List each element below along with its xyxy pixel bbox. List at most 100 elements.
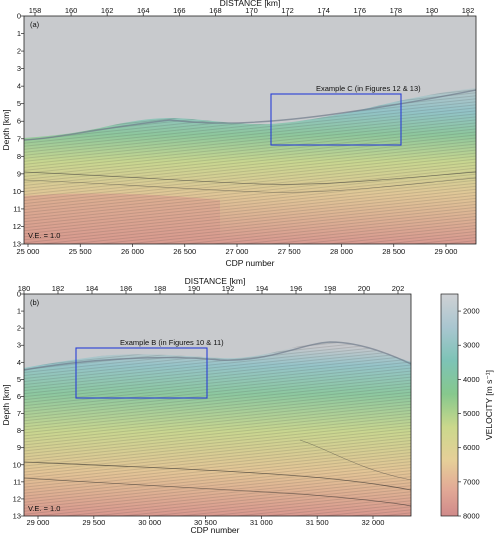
- panel-a-distance-tick-label: 166: [173, 6, 186, 15]
- example-b-box: [75, 347, 208, 399]
- colorbar-title: VELOCITY [m s⁻¹]: [484, 370, 494, 440]
- panel-b-depth-tick-label: 4: [17, 358, 21, 367]
- panel-b-cdp-ticks: 29 000 29 500 30 000 30 500 31 000 31 500 32 0…: [27, 516, 385, 527]
- panel-a-top-ticks: 158 160 162 164 166 168 170 172 174 176 178 180 182: [29, 6, 475, 16]
- panel-a-depth-tick-label: 2: [17, 47, 21, 56]
- panel-a-label: (a): [30, 20, 40, 29]
- panel-a-depth-tick-label: 11: [13, 204, 21, 213]
- panel-a-depth-tick-label: 12: [13, 222, 21, 231]
- panel-a-distance-tick-label: 180: [426, 6, 439, 15]
- panel-a-cdp-tick-label: 27 500: [278, 247, 301, 256]
- panel-a-distance-tick-label: 164: [137, 6, 150, 15]
- panel-a-depth-tick-label: 8: [17, 152, 21, 161]
- panel-b-distance-tick-label: 192: [222, 284, 235, 293]
- panel-a-depth-tick-label: 4: [17, 82, 21, 91]
- panel-a-distance-tick-label: 178: [390, 6, 403, 15]
- panel-b-cdp-tick-label: 29 000: [27, 518, 50, 527]
- panel-a-cdp-tick-label: 26 500: [173, 247, 196, 256]
- colorbar-tick-label: 3000: [463, 341, 480, 350]
- panel-a-cdp-tick-label: 25 500: [69, 247, 92, 256]
- panel-b-distance-tick-label: 186: [120, 284, 133, 293]
- panel-a-depth-tick-label: 3: [17, 64, 21, 73]
- panel-b-depth-tick-label: 1: [17, 307, 21, 316]
- panel-a-distance-title: DISTANCE [km]: [220, 0, 281, 8]
- panel-b-depth-tick-label: 8: [17, 426, 21, 435]
- panel-b-depth-label: Depth [km]: [1, 384, 11, 425]
- panel-b-depth-tick-label: 2: [17, 324, 21, 333]
- panel-b-cdp-tick-label: 29 500: [82, 518, 105, 527]
- colorbar-tick-label: 4000: [463, 375, 480, 384]
- panel-b-depth-tick-label: 10: [13, 460, 21, 469]
- panel-a-depth-tick-label: 10: [13, 187, 21, 196]
- panel-b-depth-tick-label: 0: [17, 290, 21, 299]
- colorbar-ticks: 2000 3000 4000 5000 6000 7000 8000: [458, 307, 480, 521]
- panel-b-ve: V.E. = 1.0: [28, 504, 60, 513]
- panel-b-cdp-label: CDP number: [191, 525, 240, 535]
- panel-b-distance-tick-label: 188: [154, 284, 167, 293]
- panel-b-distance-tick-label: 180: [18, 284, 31, 293]
- panel-b-distance-tick-label: 184: [86, 284, 99, 293]
- colorbar-tick-label: 7000: [463, 477, 480, 486]
- panel-b-distance-tick-label: 190: [188, 284, 201, 293]
- panel-a-depth-tick-label: 0: [17, 12, 21, 21]
- panel-a-cdp-tick-label: 26 000: [121, 247, 144, 256]
- panel-a-depth-tick-label: 5: [17, 99, 21, 108]
- panel-a-ve: V.E. = 1.0: [28, 231, 60, 240]
- panel-a-depth-tick-label: 1: [17, 29, 21, 38]
- panel-b-label: (b): [30, 298, 40, 307]
- panel-a-depth-label: Depth [km]: [1, 109, 11, 150]
- panel-a-cdp-label: CDP number: [226, 258, 275, 268]
- colorbar-tick-label: 6000: [463, 443, 480, 452]
- panel-b-cdp-tick-label: 31 000: [250, 518, 273, 527]
- example-c-box: [270, 93, 402, 146]
- panel-b-distance-title: DISTANCE [km]: [185, 276, 246, 286]
- panel-a-distance-tick-label: 158: [29, 6, 42, 15]
- panel-b-depth-tick-label: 12: [13, 494, 21, 503]
- panel-a-distance-tick-label: 168: [209, 6, 222, 15]
- panel-b-depth-tick-label: 6: [17, 392, 21, 401]
- colorbar-tick-label: 2000: [463, 307, 480, 316]
- velocity-colorbar: 2000 3000 4000 5000 6000 7000 8000 VELOCITY [m…: [440, 293, 494, 521]
- panel-b-distance-tick-label: 198: [324, 284, 337, 293]
- panel-a-depth-tick-label: 7: [17, 134, 21, 143]
- panel-b-distance-tick-label: 194: [256, 284, 269, 293]
- seismic-section-b: [24, 294, 411, 516]
- panel-b-cdp-tick-label: 32 000: [362, 518, 385, 527]
- panel-a-depth-tick-label: 6: [17, 117, 21, 126]
- panel-b-top-ticks: 180 182 184 186 188 190 192 194 196 198 200 202: [18, 284, 405, 294]
- panel-b-depth-tick-label: 13: [13, 512, 21, 521]
- panel-b-distance-tick-label: 182: [52, 284, 65, 293]
- panel-b-cdp-tick-label: 30 500: [194, 518, 217, 527]
- panel-a-distance-tick-label: 182: [462, 6, 475, 15]
- panel-a-depth-tick-label: 13: [13, 240, 21, 249]
- panel-a: Example C (in Figures 12 & 13) (a) V.E. …: [1, 0, 477, 268]
- panel-a-cdp-tick-label: 25 000: [17, 247, 40, 256]
- example-c-label: Example C (in Figures 12 & 13): [316, 84, 421, 93]
- panel-b-depth-tick-label: 3: [17, 341, 21, 350]
- panel-b-cdp-tick-label: 31 500: [306, 518, 329, 527]
- panel-a-distance-tick-label: 172: [281, 6, 294, 15]
- panel-b-depth-tick-label: 7: [17, 409, 21, 418]
- panel-a-distance-tick-label: 176: [353, 6, 366, 15]
- panel-b-distance-tick-label: 200: [358, 284, 371, 293]
- colorbar-tick-label: 5000: [463, 409, 480, 418]
- panel-a-depth-tick-label: 9: [17, 169, 21, 178]
- panel-a-distance-tick-label: 160: [65, 6, 78, 15]
- panel-a-distance-tick-label: 170: [245, 6, 258, 15]
- panel-b-distance-tick-label: 196: [290, 284, 303, 293]
- panel-a-cdp-tick-label: 28 000: [330, 247, 353, 256]
- colorbar-tick-label: 8000: [463, 512, 480, 521]
- example-b-label: Example B (in Figures 10 & 11): [120, 338, 224, 347]
- panel-b: Example B (in Figures 10 & 11) (b) V.E. …: [1, 276, 412, 535]
- panel-b-depth-tick-label: 11: [13, 477, 21, 486]
- panel-b-cdp-tick-label: 30 000: [138, 518, 161, 527]
- panel-b-depth-tick-label: 9: [17, 443, 21, 452]
- panel-a-cdp-tick-label: 28 500: [382, 247, 405, 256]
- panel-a-distance-tick-label: 162: [101, 6, 114, 15]
- panel-b-distance-tick-label: 202: [392, 284, 405, 293]
- panel-a-cdp-ticks: 25 000 25 500 26 000 26 500 27 000 27 500 28 0…: [17, 244, 458, 256]
- panel-a-cdp-tick-label: 29 000: [435, 247, 458, 256]
